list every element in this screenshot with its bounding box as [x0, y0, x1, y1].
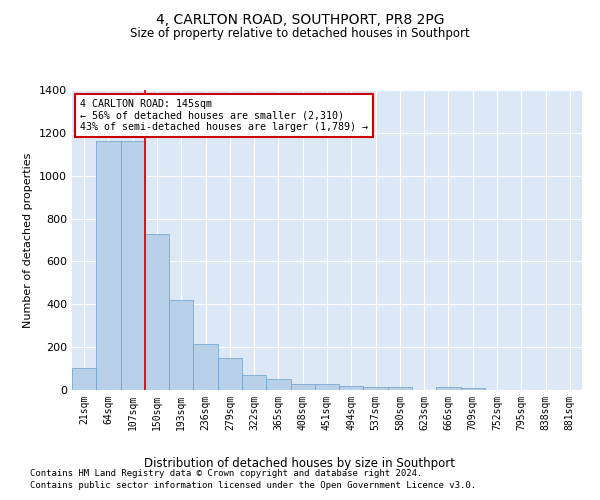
Y-axis label: Number of detached properties: Number of detached properties — [23, 152, 34, 328]
Bar — [218, 358, 242, 390]
Text: Size of property relative to detached houses in Southport: Size of property relative to detached ho… — [130, 28, 470, 40]
Bar — [339, 386, 364, 390]
Bar — [436, 387, 461, 390]
Bar — [121, 142, 145, 390]
Text: 4 CARLTON ROAD: 145sqm
← 56% of detached houses are smaller (2,310)
43% of semi-: 4 CARLTON ROAD: 145sqm ← 56% of detached… — [80, 99, 368, 132]
Bar — [96, 142, 121, 390]
Bar — [145, 234, 169, 390]
Bar — [364, 387, 388, 390]
Text: Distribution of detached houses by size in Southport: Distribution of detached houses by size … — [145, 458, 455, 470]
Text: Contains HM Land Registry data © Crown copyright and database right 2024.: Contains HM Land Registry data © Crown c… — [30, 468, 422, 477]
Bar — [290, 384, 315, 390]
Bar — [242, 375, 266, 390]
Bar — [388, 387, 412, 390]
Text: 4, CARLTON ROAD, SOUTHPORT, PR8 2PG: 4, CARLTON ROAD, SOUTHPORT, PR8 2PG — [156, 12, 444, 26]
Bar — [193, 344, 218, 390]
Text: Contains public sector information licensed under the Open Government Licence v3: Contains public sector information licen… — [30, 481, 476, 490]
Bar — [72, 368, 96, 390]
Bar — [461, 388, 485, 390]
Bar — [266, 380, 290, 390]
Bar — [169, 300, 193, 390]
Bar — [315, 384, 339, 390]
